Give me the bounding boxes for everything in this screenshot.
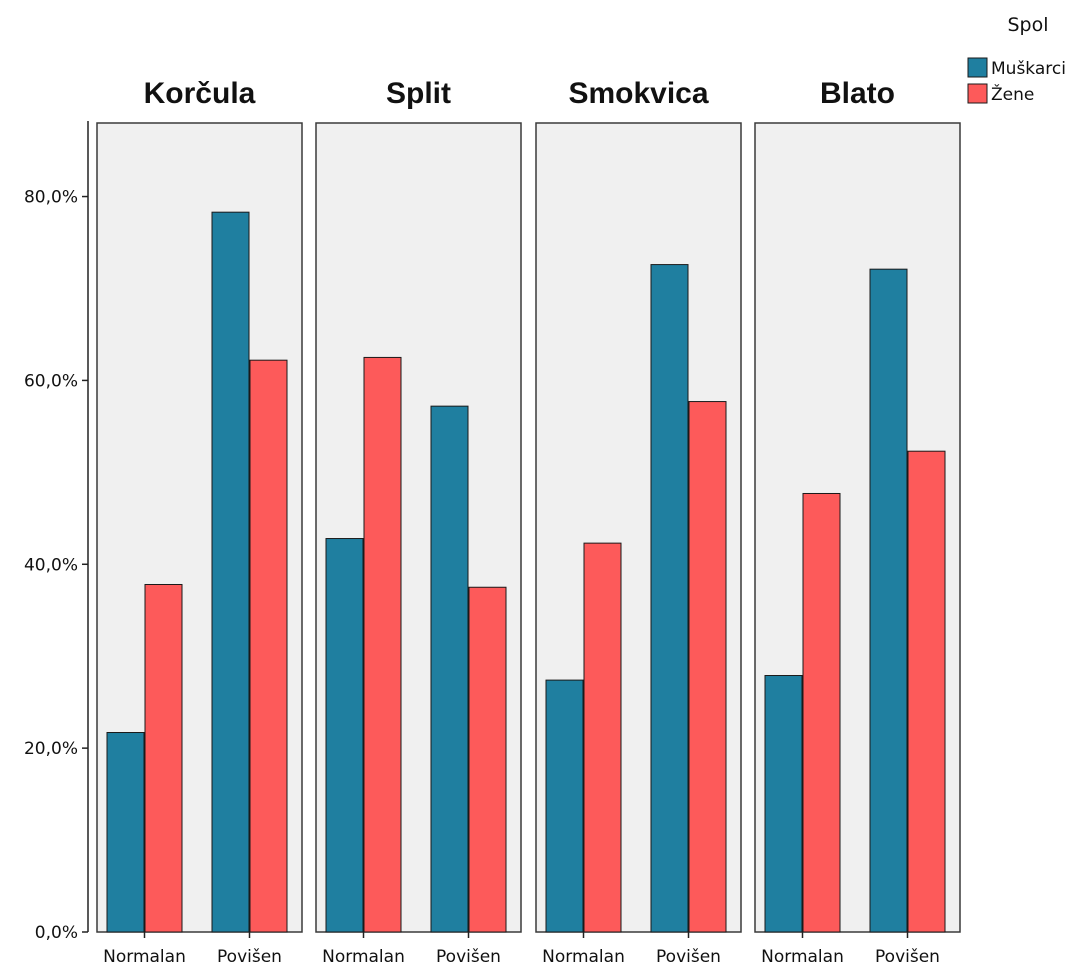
panel-title: Split [386, 77, 451, 110]
y-tick-label: 60,0% [24, 371, 78, 391]
bar-split-povišen-muskarci [430, 405, 469, 933]
bar-split-normalan-zene [363, 356, 402, 933]
x-category-label: Normalan [103, 947, 186, 967]
bar-korčula-povišen-muskarci [211, 211, 250, 933]
legend: Spol Muškarci Žene [967, 14, 1066, 105]
x-category-label: Povišen [436, 947, 501, 967]
bar-blato-normalan-zene [802, 492, 841, 933]
panel-korčula: Korčula Normalan Povišen [96, 77, 303, 967]
bar-smokvica-normalan-muskarci [545, 679, 584, 933]
panel-title: Smokvica [568, 77, 708, 110]
x-category-label: Normalan [322, 947, 405, 967]
panel-split: Split Normalan Povišen [315, 77, 522, 967]
bar-blato-normalan-muskarci [764, 675, 803, 933]
x-category-label: Povišen [656, 947, 721, 967]
legend-label: Žene [991, 83, 1034, 105]
panel-smokvica: Smokvica Normalan Povišen [535, 77, 742, 967]
bar-korčula-normalan-zene [144, 583, 183, 933]
bar-split-povišen-zene [468, 586, 507, 933]
legend-label: Muškarci [991, 59, 1066, 79]
chart-panels: Korčula Normalan Povišen Split Normalan Poviš… [96, 77, 961, 967]
x-category-label: Normalan [542, 947, 625, 967]
bar-smokvica-normalan-zene [583, 542, 622, 933]
x-category-label: Normalan [761, 947, 844, 967]
bar-blato-povišen-zene [907, 450, 946, 933]
bar-korčula-povišen-zene [249, 359, 288, 933]
bar-blato-povišen-muskarci [869, 268, 908, 933]
panel-title: Blato [820, 77, 895, 110]
y-axis: 0,0% 20,0% 40,0% 60,0% 80,0% [24, 121, 89, 943]
x-category-label: Povišen [217, 947, 282, 967]
y-tick-label: 40,0% [24, 555, 78, 575]
panel-title: Korčula [144, 77, 256, 110]
bar-split-normalan-muskarci [325, 538, 364, 933]
y-tick-label: 0,0% [35, 923, 78, 943]
y-tick-label: 80,0% [24, 188, 78, 208]
bar-korčula-normalan-muskarci [106, 732, 145, 933]
legend-swatch [967, 83, 988, 104]
bar-smokvica-povišen-zene [688, 401, 727, 933]
legend-swatch [967, 57, 988, 78]
bar-smokvica-povišen-muskarci [650, 264, 689, 933]
legend-title: Spol [1007, 14, 1048, 36]
x-category-label: Povišen [875, 947, 940, 967]
y-tick-label: 20,0% [24, 739, 78, 759]
panel-blato: Blato Normalan Povišen [754, 77, 961, 967]
